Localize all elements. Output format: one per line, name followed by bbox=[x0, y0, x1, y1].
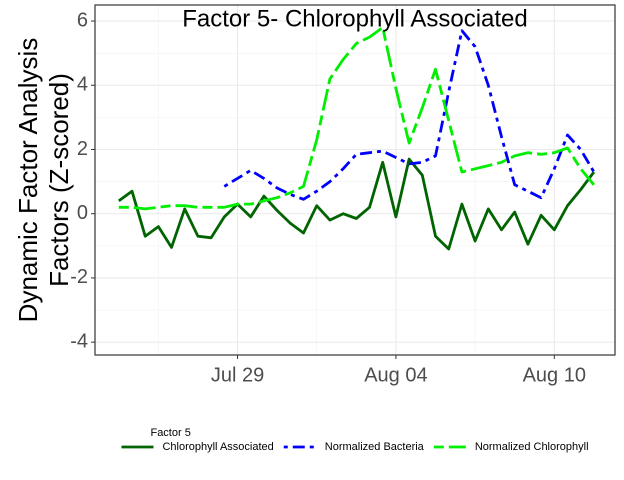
lines bbox=[117, 26, 596, 251]
y-tick-label: 2 bbox=[77, 138, 88, 160]
series-line bbox=[118, 26, 595, 211]
y-tick-label: 4 bbox=[77, 74, 88, 96]
y-tick-label: 6 bbox=[77, 9, 88, 31]
legend-label: Normalized Chlorophyll bbox=[475, 441, 589, 453]
series-line bbox=[117, 157, 596, 251]
chart-title: Factor 5- Chlorophyll Associated bbox=[182, 5, 528, 32]
x-tick-label: Aug 04 bbox=[364, 364, 427, 386]
y-axis-title: Factors (Z-scored) bbox=[44, 73, 74, 287]
legend-label: Chlorophyll Associated bbox=[162, 441, 273, 453]
x-tick-label: Jul 29 bbox=[211, 364, 264, 386]
series-line bbox=[223, 29, 596, 201]
y-tick-label: -2 bbox=[70, 266, 88, 288]
legend: Chlorophyll Associated Normalized Bacteri… bbox=[121, 441, 589, 453]
y-tick-label: -4 bbox=[70, 330, 88, 352]
legend-title: Factor 5 bbox=[150, 427, 190, 439]
legend-label: Normalized Bacteria bbox=[325, 441, 425, 453]
y-axis-title: Dynamic Factor Analysis bbox=[13, 38, 43, 323]
x-tick-label: Aug 10 bbox=[523, 364, 586, 386]
panel-border bbox=[94, 4, 616, 356]
y-tick-label: 0 bbox=[77, 202, 88, 224]
grid bbox=[95, 5, 615, 355]
